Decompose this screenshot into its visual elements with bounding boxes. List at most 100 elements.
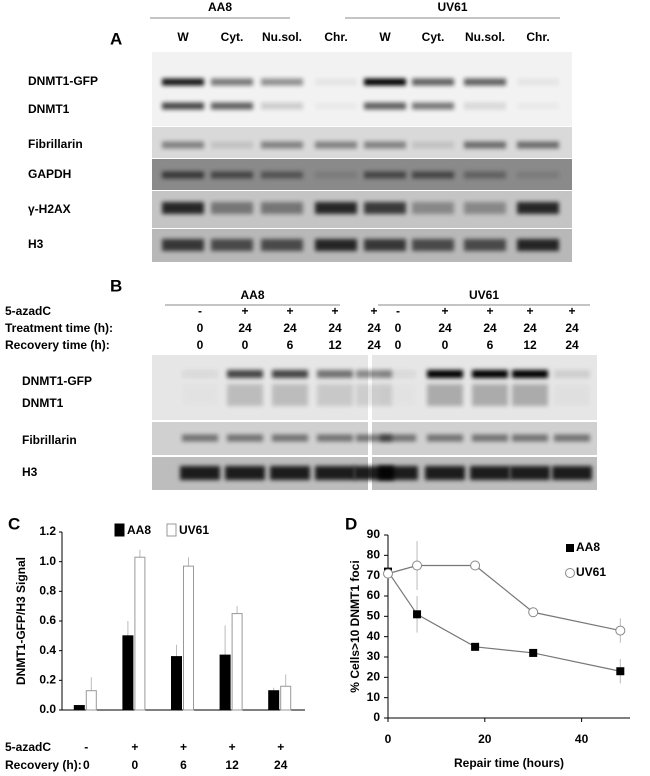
y-tick-label: 50 bbox=[367, 609, 381, 623]
bar bbox=[268, 690, 280, 711]
band bbox=[380, 434, 416, 442]
band bbox=[427, 434, 463, 442]
y-tick-label: 40 bbox=[367, 629, 381, 643]
band bbox=[272, 384, 308, 406]
y-tick-label: 1.0 bbox=[39, 554, 56, 568]
x-tick-label: 0 bbox=[385, 732, 392, 746]
band bbox=[412, 171, 454, 179]
condition-value: + bbox=[331, 304, 338, 318]
x-axis-label: Repair time (hours) bbox=[454, 756, 564, 770]
row-label: H3 bbox=[22, 465, 38, 479]
condition-label: Treatment time (h): bbox=[5, 321, 113, 335]
point bbox=[616, 667, 625, 676]
band bbox=[552, 466, 592, 480]
row-label: γ-H2AX bbox=[28, 202, 71, 216]
band bbox=[261, 202, 303, 214]
group-label: UV61 bbox=[437, 0, 467, 14]
condition-value: - bbox=[198, 304, 202, 318]
band bbox=[464, 102, 506, 110]
band bbox=[517, 171, 559, 179]
group-label: AA8 bbox=[208, 0, 232, 14]
band bbox=[261, 239, 303, 251]
point bbox=[470, 560, 481, 571]
band bbox=[315, 141, 357, 149]
band bbox=[180, 466, 220, 480]
band bbox=[211, 141, 253, 149]
band bbox=[270, 466, 310, 480]
band bbox=[315, 239, 357, 251]
band bbox=[472, 384, 508, 406]
band bbox=[472, 434, 508, 442]
band bbox=[261, 171, 303, 179]
band bbox=[517, 202, 559, 214]
lane-label: Nu.sol. bbox=[465, 30, 505, 44]
series-line bbox=[387, 571, 621, 672]
treatment-label: + bbox=[229, 740, 236, 754]
condition-value: 0 bbox=[197, 338, 204, 352]
x-tick-label: 20 bbox=[478, 732, 492, 746]
condition-value: 24 bbox=[483, 321, 497, 335]
lane-label: W bbox=[177, 30, 189, 44]
bar bbox=[231, 613, 243, 711]
condition-value: 6 bbox=[487, 338, 494, 352]
condition-value: 12 bbox=[328, 338, 342, 352]
band bbox=[412, 141, 454, 149]
band bbox=[554, 384, 590, 406]
condition-value: 24 bbox=[367, 321, 381, 335]
band bbox=[211, 102, 253, 110]
condition-value: 24 bbox=[565, 338, 579, 352]
condition-value: + bbox=[526, 304, 533, 318]
lane-label: Cyt. bbox=[422, 30, 445, 44]
condition-value: 0 bbox=[395, 338, 402, 352]
y-tick-label: 10 bbox=[367, 690, 381, 704]
band bbox=[182, 370, 218, 378]
band bbox=[225, 466, 265, 480]
point bbox=[413, 610, 422, 619]
bar bbox=[183, 565, 194, 711]
band bbox=[315, 78, 357, 86]
x-tick-label: 12 bbox=[225, 758, 239, 772]
treatment-label: - bbox=[84, 740, 88, 754]
lane-label: W bbox=[379, 30, 391, 44]
blot-images bbox=[152, 52, 597, 490]
x-tick-label: 6 bbox=[180, 758, 187, 772]
row-label: DNMT1-GFP bbox=[22, 374, 92, 388]
x-tick-label: 0 bbox=[83, 758, 90, 772]
band bbox=[317, 370, 353, 378]
bar bbox=[219, 654, 231, 711]
point bbox=[528, 607, 539, 618]
y-tick-label: 0 bbox=[373, 710, 380, 724]
band bbox=[364, 171, 406, 179]
condition-value: + bbox=[568, 304, 575, 318]
band bbox=[380, 370, 416, 378]
lane-label: Nu.sol. bbox=[262, 30, 302, 44]
band bbox=[261, 78, 303, 86]
bar bbox=[171, 656, 182, 711]
band bbox=[472, 370, 508, 378]
legend-label: UV61 bbox=[179, 523, 209, 537]
band bbox=[378, 466, 418, 480]
band bbox=[364, 102, 406, 110]
y-tick-label: 90 bbox=[367, 527, 381, 541]
band bbox=[380, 384, 416, 406]
category-axis-label: Recovery (h): bbox=[5, 758, 82, 772]
y-tick-label: 80 bbox=[367, 548, 381, 562]
bar bbox=[73, 705, 85, 711]
condition-value: 12 bbox=[523, 338, 537, 352]
condition-value: 0 bbox=[395, 321, 402, 335]
band bbox=[211, 78, 253, 86]
band bbox=[227, 370, 263, 378]
condition-value: 24 bbox=[523, 321, 537, 335]
y-tick-label: 0.8 bbox=[39, 584, 56, 598]
panel-label: C bbox=[8, 514, 20, 533]
y-tick-label: 0.6 bbox=[39, 613, 56, 627]
x-tick-label: 0 bbox=[132, 758, 139, 772]
band bbox=[412, 202, 454, 214]
point bbox=[383, 568, 393, 579]
band bbox=[464, 239, 506, 251]
band bbox=[364, 78, 406, 86]
band bbox=[227, 384, 263, 406]
row-label: DNMT1 bbox=[28, 102, 70, 116]
condition-value: 24 bbox=[283, 321, 297, 335]
band bbox=[182, 434, 218, 442]
